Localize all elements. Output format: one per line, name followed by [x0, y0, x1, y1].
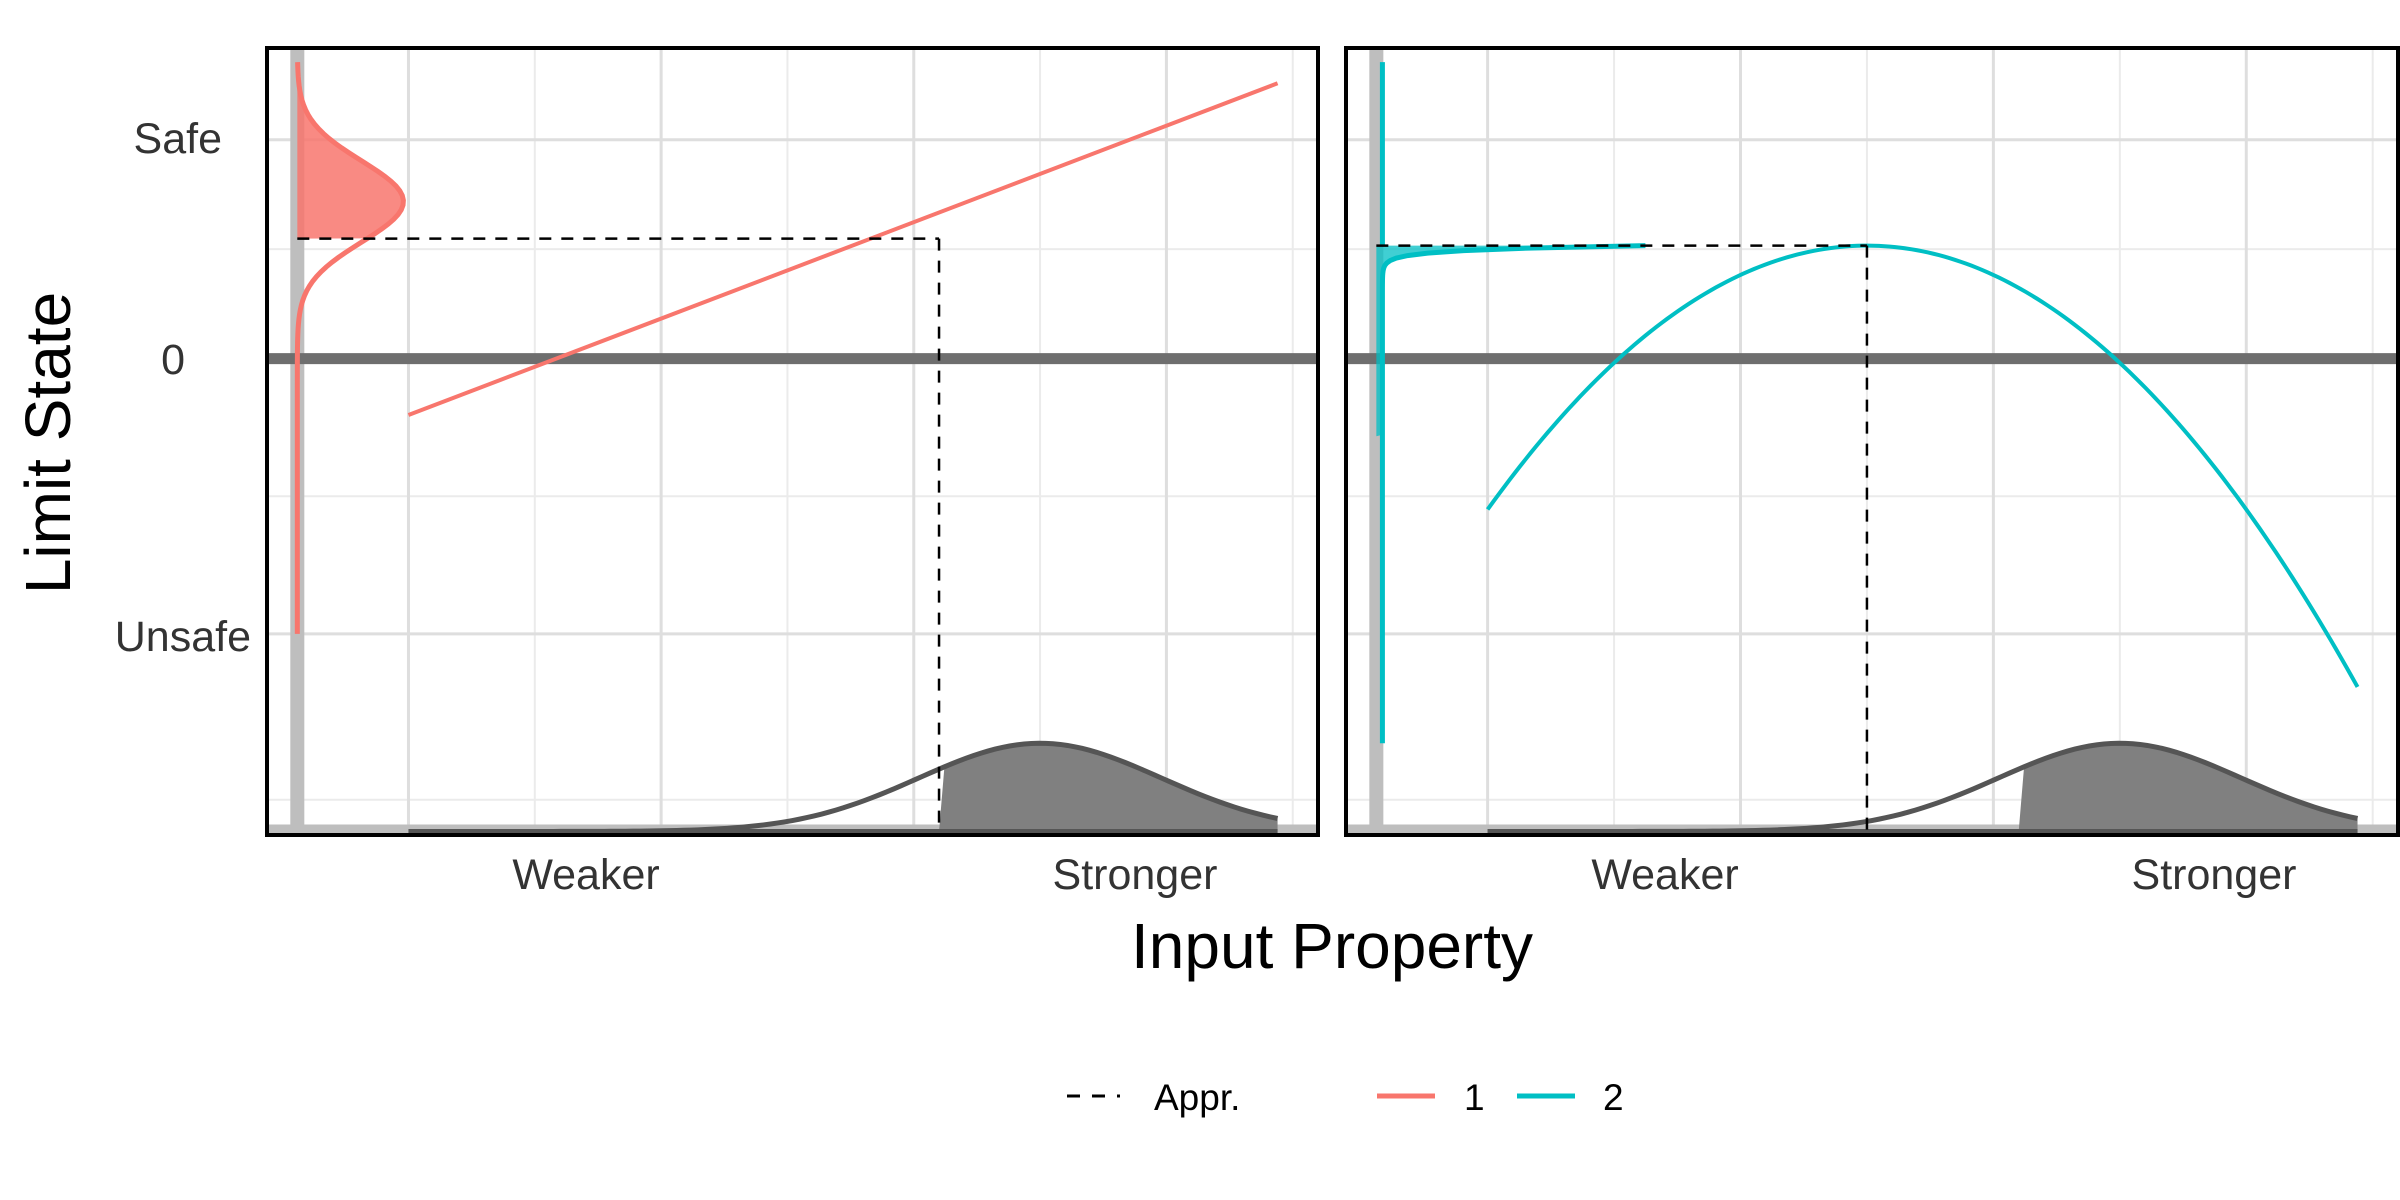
y-tick-label-safe: Safe — [134, 115, 222, 163]
legend-label-1: 1 — [1464, 1077, 1485, 1118]
panel2-series-curve — [1485, 243, 2360, 688]
y-axis-title: Limit State — [12, 292, 84, 594]
x-tick-label-panel1-weaker: Weaker — [512, 851, 659, 899]
y-tick-labels: Safe 0 Unsafe — [115, 115, 251, 661]
x-tick-labels: Weaker Stronger Weaker Stronger — [512, 851, 2296, 899]
panel1-background — [267, 48, 1318, 835]
panel1-plot-area — [267, 48, 1318, 835]
panel1-output-density-shaded-area — [297, 62, 404, 239]
x-axis-title: Input Property — [1131, 910, 1533, 982]
panel2-background — [1346, 48, 2398, 835]
panel2-plot-area — [1346, 48, 2398, 835]
panel-1 — [265, 46, 1320, 837]
x-tick-label-panel2-weaker: Weaker — [1591, 851, 1738, 899]
panel2-output-density-curve — [1379, 243, 1646, 744]
panel1-output-density-curve — [294, 62, 406, 634]
legend: Appr. 1 2 — [1067, 1077, 1624, 1118]
y-tick-label-unsafe: Unsafe — [115, 613, 251, 661]
x-tick-label-panel1-stronger: Stronger — [1053, 851, 1218, 899]
panel2-input-density-shaded-area — [2018, 743, 2358, 832]
legend-label-2: 2 — [1603, 1077, 1624, 1118]
y-tick-label-zero: 0 — [161, 336, 185, 384]
panel1-border — [265, 46, 1320, 837]
legend-label-appr: Appr. — [1154, 1077, 1240, 1118]
panel2-border — [1344, 46, 2400, 837]
x-tick-label-panel2-stronger: Stronger — [2132, 851, 2297, 899]
panel-2 — [1344, 46, 2400, 837]
panel1-series-line — [407, 81, 1279, 417]
panel1-input-density-shaded-area — [939, 743, 1278, 832]
